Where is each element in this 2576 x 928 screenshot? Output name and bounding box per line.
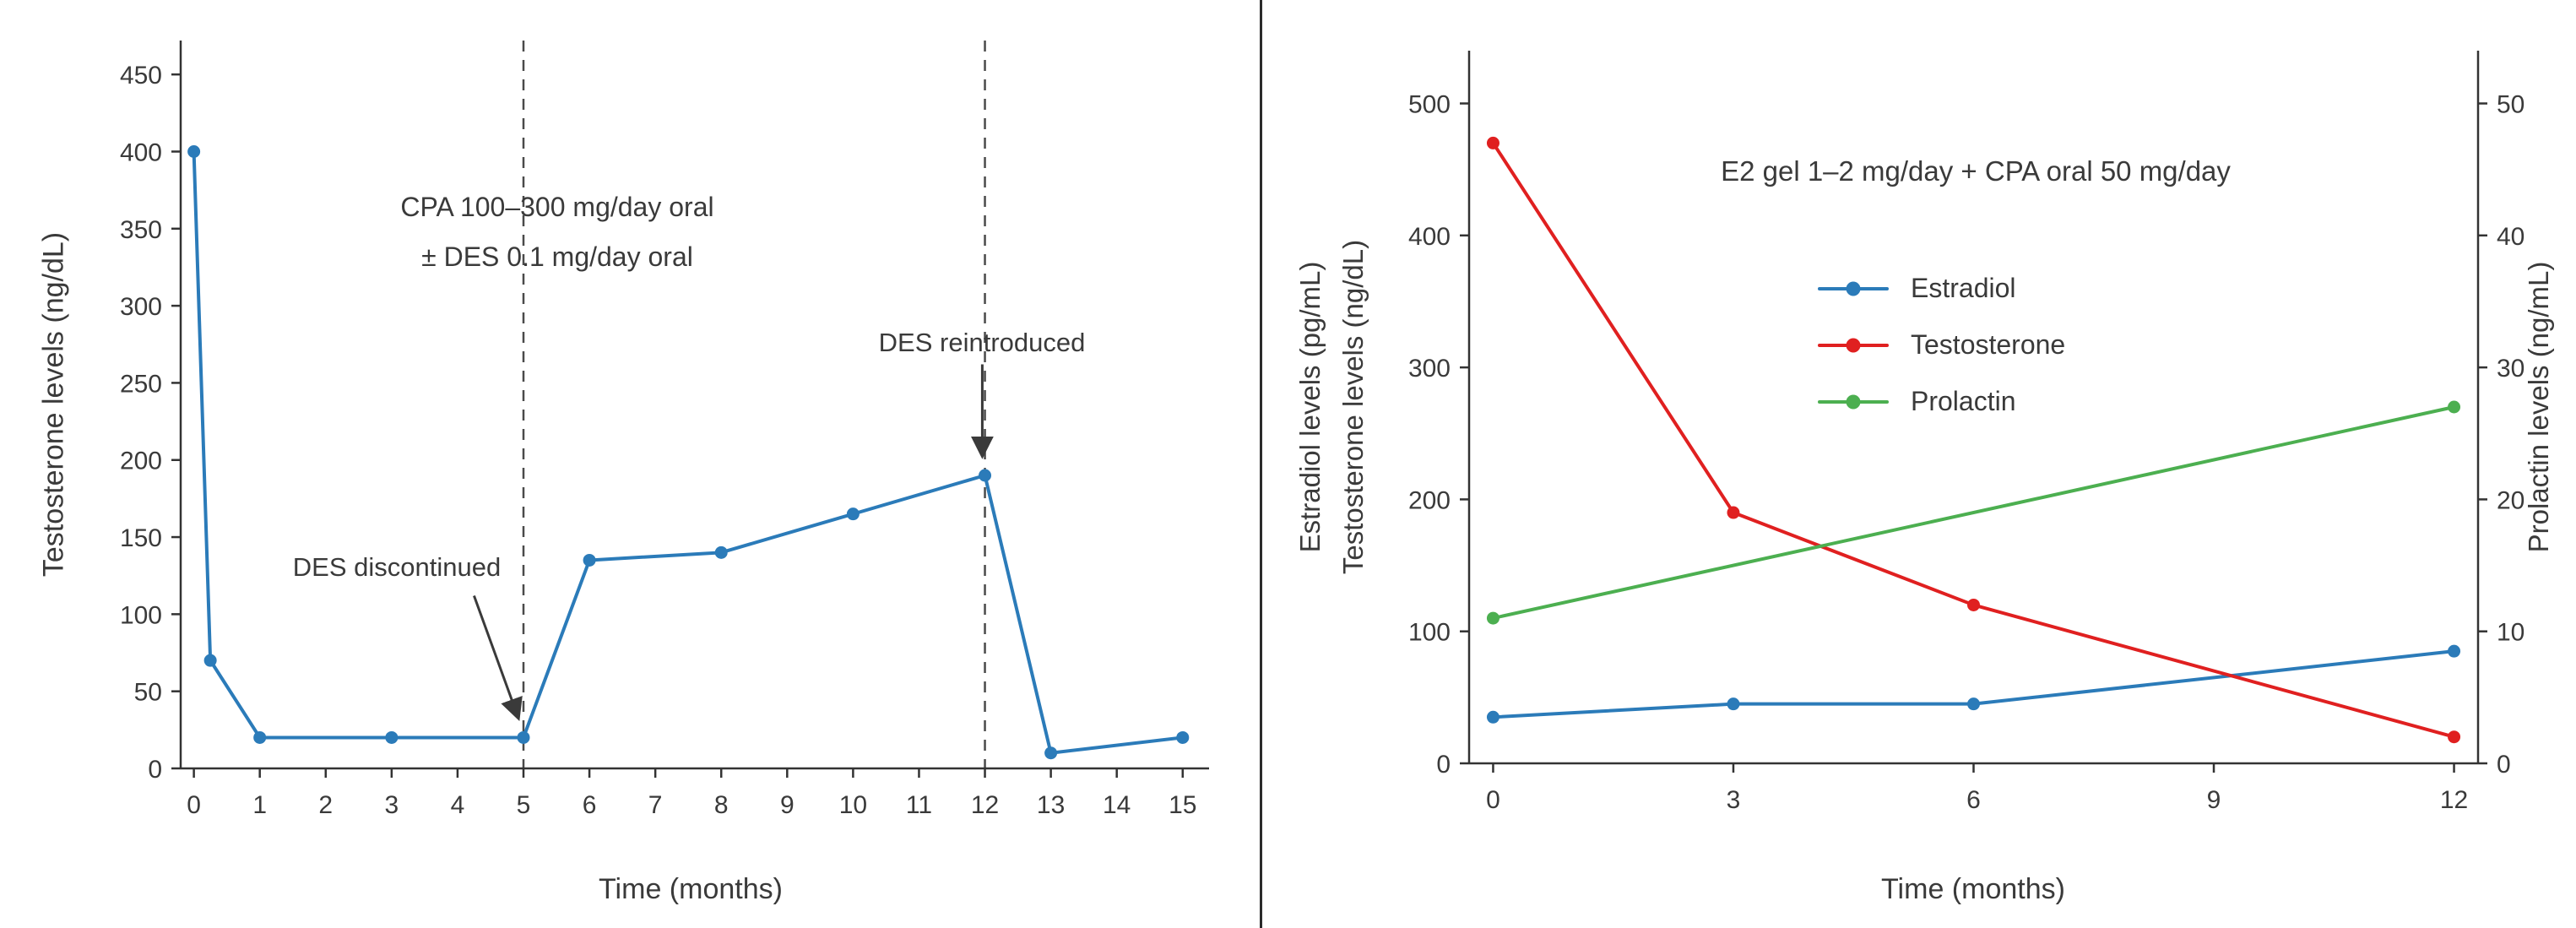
right-chart-title: E2 gel 1–2 mg/day + CPA oral 50 mg/day xyxy=(1721,155,2231,187)
svg-text:5: 5 xyxy=(517,791,531,819)
svg-text:6: 6 xyxy=(583,791,597,819)
svg-text:3: 3 xyxy=(1727,786,1741,814)
right-chart-x-axis-label: Time (months) xyxy=(1881,873,2065,905)
legend-label: Testosterone xyxy=(1911,329,2066,360)
svg-text:50: 50 xyxy=(2497,91,2524,119)
svg-text:9: 9 xyxy=(780,791,794,819)
svg-text:3: 3 xyxy=(385,791,399,819)
svg-text:30: 30 xyxy=(2497,355,2524,383)
legend-dot-icon xyxy=(1846,281,1861,296)
svg-text:0: 0 xyxy=(148,756,162,784)
right-chart-left-y-axis-label: Estradiol levels (pg/mL) Testosterone le… xyxy=(1288,240,1375,574)
right-chart-right-y-axis-label: Prolactin levels (ng/mL) xyxy=(2523,261,2554,553)
svg-text:200: 200 xyxy=(120,448,162,475)
svg-text:200: 200 xyxy=(1408,486,1451,514)
svg-text:9: 9 xyxy=(2207,786,2221,814)
legend-item: Estradiol xyxy=(1818,260,2065,317)
svg-text:350: 350 xyxy=(120,216,162,244)
right-chart-panel: 0 3 6 9 12 0 100 200 300 400 500 0 10 20 30 40 50 Estrad… xyxy=(1262,0,2576,928)
panel-divider xyxy=(1260,0,1262,928)
svg-text:400: 400 xyxy=(120,138,162,166)
left-chart-x-axis-label: Time (months) xyxy=(599,873,783,905)
legend-dot-icon xyxy=(1846,338,1861,352)
left-chart-y-axis-label: Testosterone levels (ng/dL) xyxy=(37,231,70,578)
regimen-annotation-line2: ± DES 0.1 mg/day oral xyxy=(421,241,693,273)
svg-text:0: 0 xyxy=(1436,751,1451,779)
svg-text:7: 7 xyxy=(648,791,663,819)
left-chart-panel: 0 1 2 3 4 5 6 7 8 9 10 11 12 13 14 15 0 50 100 150 200 250 300… xyxy=(0,0,1260,928)
svg-text:400: 400 xyxy=(1408,223,1451,251)
legend-label: Prolactin xyxy=(1911,386,2016,416)
svg-text:20: 20 xyxy=(2497,486,2524,514)
svg-text:40: 40 xyxy=(2497,223,2524,251)
testosterone-axis-label: Testosterone levels (ng/dL) xyxy=(1337,239,1369,575)
svg-text:1: 1 xyxy=(252,791,267,819)
regimen-annotation: CPA 100–300 mg/day oral ± DES 0.1 mg/day… xyxy=(400,182,713,282)
svg-text:0: 0 xyxy=(2497,751,2511,779)
svg-text:15: 15 xyxy=(1169,791,1196,819)
svg-text:150: 150 xyxy=(120,524,162,552)
svg-text:10: 10 xyxy=(2497,619,2524,647)
svg-text:11: 11 xyxy=(906,791,932,819)
svg-text:12: 12 xyxy=(971,791,999,819)
svg-text:13: 13 xyxy=(1037,791,1065,819)
svg-text:2: 2 xyxy=(318,791,333,819)
regimen-annotation-line1: CPA 100–300 mg/day oral xyxy=(400,192,714,222)
svg-text:500: 500 xyxy=(1408,91,1451,119)
svg-text:300: 300 xyxy=(1408,355,1451,383)
svg-text:4: 4 xyxy=(451,791,465,819)
legend-label: Estradiol xyxy=(1911,273,2016,303)
svg-text:8: 8 xyxy=(714,791,729,819)
right-chart-canvas: 0 3 6 9 12 0 100 200 300 400 500 0 10 20 30 40 50 xyxy=(1408,51,2524,814)
des-reintroduced-annotation: DES reintroduced xyxy=(878,328,1086,357)
svg-text:300: 300 xyxy=(120,293,162,321)
legend-line-swatch xyxy=(1818,394,1889,409)
legend-dot-icon xyxy=(1846,394,1861,409)
svg-text:10: 10 xyxy=(839,791,867,819)
svg-text:12: 12 xyxy=(2440,786,2468,814)
estradiol-axis-label: Estradiol levels (pg/mL) xyxy=(1293,261,1326,553)
svg-text:6: 6 xyxy=(1966,786,1981,814)
legend-line-swatch xyxy=(1818,281,1889,296)
svg-text:0: 0 xyxy=(187,791,201,819)
left-chart-canvas: 0 1 2 3 4 5 6 7 8 9 10 11 12 13 14 15050100150200250300… xyxy=(120,41,1209,819)
legend-item: Testosterone xyxy=(1818,317,2065,373)
svg-text:14: 14 xyxy=(1103,791,1131,819)
legend: Estradiol Testosterone Prolactin xyxy=(1818,260,2065,430)
legend-line-swatch xyxy=(1818,338,1889,352)
legend-item: Prolactin xyxy=(1818,373,2065,430)
des-discontinued-annotation: DES discontinued xyxy=(292,552,502,582)
svg-text:250: 250 xyxy=(120,370,162,398)
svg-text:0: 0 xyxy=(1486,786,1500,814)
svg-text:100: 100 xyxy=(1408,619,1451,647)
svg-text:50: 50 xyxy=(134,679,162,707)
svg-text:100: 100 xyxy=(120,601,162,629)
svg-text:450: 450 xyxy=(120,62,162,90)
